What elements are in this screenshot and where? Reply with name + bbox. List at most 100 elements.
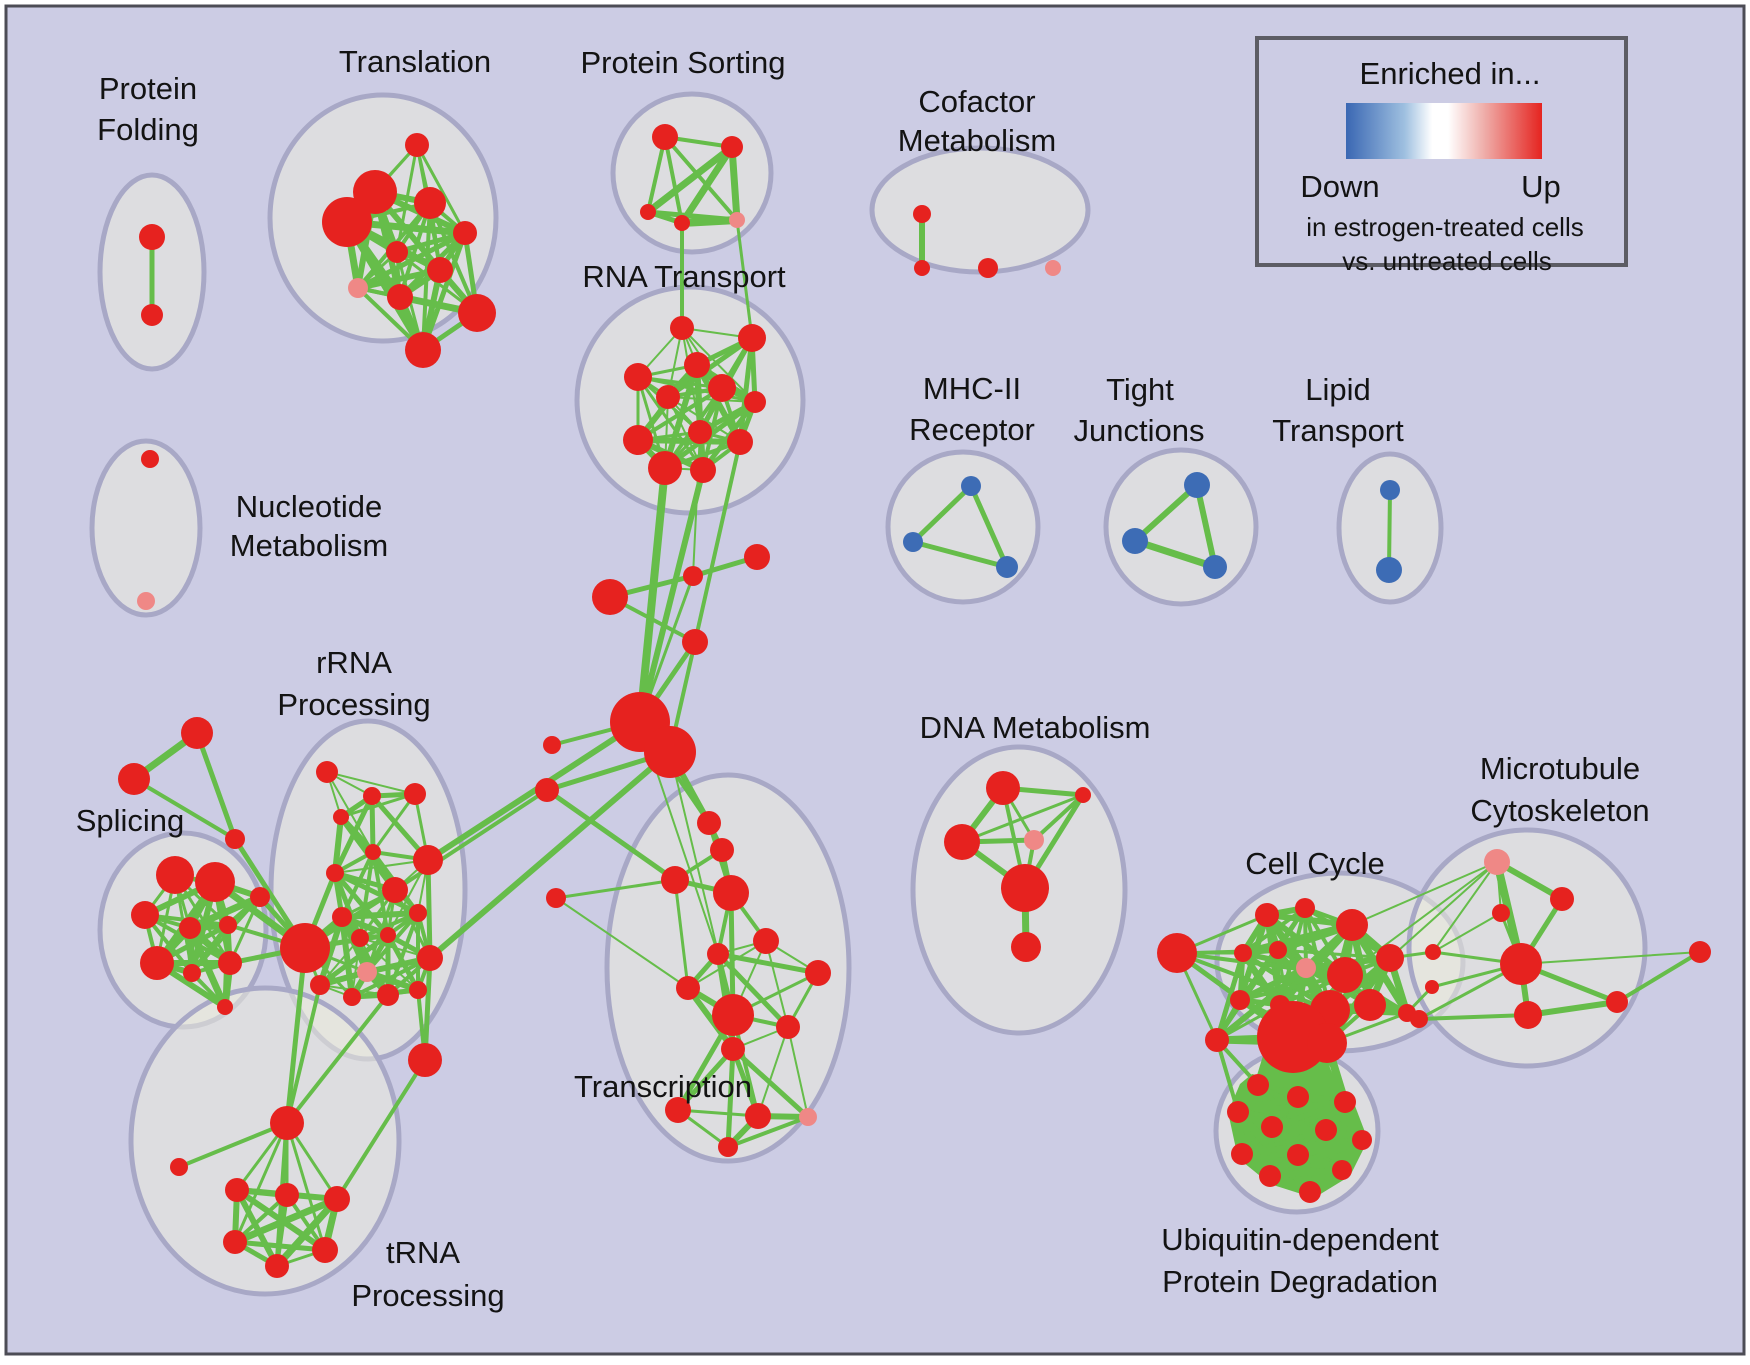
- cluster-label-cofactor-metabolism-line2: Metabolism: [898, 123, 1057, 158]
- gene-set-node: [312, 1237, 338, 1263]
- edge: [285, 1121, 327, 1252]
- edge: [1417, 1013, 1530, 1021]
- gene-set-node: [644, 726, 696, 778]
- gene-set-node: [727, 429, 753, 455]
- gene-set-node: [640, 204, 656, 220]
- edge: [285, 993, 390, 1125]
- edge: [1175, 951, 1332, 1012]
- edge: [737, 335, 755, 445]
- gene-set-node: [348, 278, 368, 298]
- gene-set-node: [326, 864, 344, 882]
- gene-set-node: [131, 901, 159, 929]
- edge: [554, 878, 677, 900]
- gene-set-node: [183, 964, 201, 982]
- gene-set-node: [377, 984, 399, 1006]
- edge: [1525, 999, 1620, 1018]
- cluster-label-dna-metabolism-line1: DNA Metabolism: [920, 710, 1151, 745]
- edge: [332, 814, 344, 876]
- edge: [132, 777, 237, 841]
- gene-set-node: [648, 451, 682, 485]
- edge: [693, 440, 742, 644]
- gene-set-node: [1315, 1119, 1337, 1141]
- gene-set-node: [624, 363, 652, 391]
- cluster-label-microtubule-cytoskeleton-line2: Cytoskeleton: [1470, 793, 1649, 828]
- edge: [715, 951, 821, 976]
- cluster-label-splicing-line1: Splicing: [76, 803, 185, 838]
- edge: [663, 135, 684, 225]
- cluster-outline-cofactor-metabolism: [869, 145, 1091, 275]
- gene-set-node: [275, 1183, 299, 1207]
- edge: [678, 143, 736, 227]
- gene-set-node: [404, 783, 426, 805]
- cluster-label-protein-folding-line1: Protein: [99, 71, 197, 106]
- gene-set-node: [1689, 941, 1711, 963]
- gene-set-node: [688, 420, 712, 444]
- edge: [1520, 951, 1701, 965]
- edge: [355, 230, 468, 291]
- edge: [1032, 793, 1085, 842]
- cluster-label-mhc-ii-receptor-line2: Receptor: [909, 412, 1035, 447]
- edge: [735, 218, 754, 340]
- gene-set-node: [156, 856, 194, 894]
- cluster-label-translation-line1: Translation: [339, 44, 491, 79]
- gene-set-node: [799, 1108, 817, 1126]
- gene-set-node: [744, 544, 770, 570]
- edge: [910, 483, 974, 545]
- gene-set-node: [310, 975, 330, 995]
- gene-set-node: [363, 787, 381, 805]
- gene-set-node: [682, 629, 708, 655]
- gene-set-node: [661, 866, 689, 894]
- gene-set-node: [961, 476, 981, 496]
- edge: [1132, 482, 1200, 544]
- edge: [427, 749, 673, 961]
- edge: [1175, 951, 1347, 977]
- gene-set-node: [712, 994, 754, 1036]
- gene-set-node: [535, 778, 559, 802]
- gene-set-node: [697, 811, 721, 835]
- gene-set-node: [427, 257, 453, 283]
- gene-set-node: [623, 425, 653, 455]
- cluster-label-lipid-transport-line2: Transport: [1272, 413, 1404, 448]
- gene-set-node: [1299, 1181, 1321, 1203]
- edge: [715, 951, 791, 1030]
- gene-set-node: [181, 717, 213, 749]
- legend-subtitle-line1: in estrogen-treated cells: [1306, 212, 1583, 242]
- gene-set-node: [332, 907, 352, 927]
- cluster-outline-protein-sorting: [610, 91, 774, 255]
- cluster-label-rrna-processing-line1: rRNA: [316, 645, 392, 680]
- gene-set-node: [1261, 1116, 1283, 1138]
- gene-set-node: [1184, 472, 1210, 498]
- cluster-label-tight-junctions-line2: Junctions: [1074, 413, 1205, 448]
- gene-set-node: [217, 999, 233, 1015]
- gene-set-node: [1606, 991, 1628, 1013]
- gene-set-node: [1230, 990, 1250, 1010]
- edge: [1344, 861, 1498, 976]
- edge: [555, 897, 689, 989]
- gene-set-node: [718, 1137, 738, 1157]
- gene-set-node: [713, 875, 749, 911]
- gene-set-node: [1045, 260, 1061, 276]
- gene-set-node: [141, 450, 159, 468]
- gene-set-node: [656, 385, 680, 409]
- cluster-label-cofactor-metabolism-line1: Cofactor: [918, 84, 1035, 119]
- gene-set-node: [1336, 909, 1368, 941]
- edge: [326, 771, 416, 795]
- edge: [273, 1195, 341, 1270]
- gene-set-node: [280, 923, 330, 973]
- edge: [635, 437, 743, 445]
- cluster-label-nucleotide-metabolism-line1: Nucleotide: [236, 489, 382, 524]
- edge: [968, 483, 1010, 570]
- gene-set-node: [1259, 1165, 1281, 1187]
- gene-set-node: [170, 1158, 188, 1176]
- gene-set-node: [1295, 898, 1315, 918]
- gene-set-node: [1410, 1010, 1428, 1028]
- gene-set-node: [670, 316, 694, 340]
- edge: [787, 1026, 809, 1118]
- gene-set-node: [1269, 941, 1287, 959]
- edge: [285, 983, 322, 1125]
- edge: [636, 386, 724, 442]
- gene-set-node: [690, 457, 716, 483]
- gene-set-node: [265, 1254, 289, 1278]
- edge: [1387, 488, 1392, 572]
